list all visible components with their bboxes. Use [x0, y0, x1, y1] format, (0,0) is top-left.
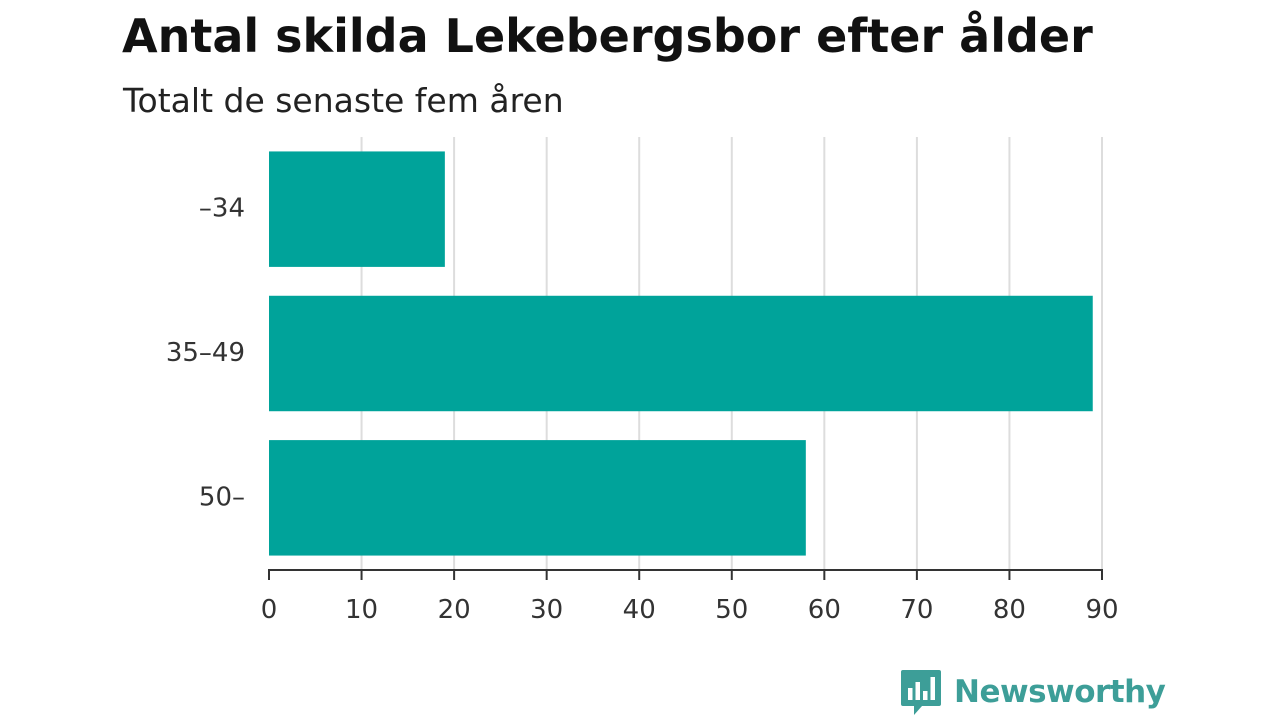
bars: [269, 151, 1093, 556]
x-axis: 0 10 20 30 40 50 60 70 80 90: [261, 569, 1119, 625]
brand-name: Newsworthy: [954, 674, 1166, 710]
x-tick-label: 50: [715, 595, 748, 625]
x-tick-label: 60: [808, 595, 841, 625]
x-tick-label: 40: [623, 595, 656, 625]
x-tick-label: 30: [530, 595, 563, 625]
x-tick-label: 90: [1085, 595, 1118, 625]
bar: [269, 440, 806, 556]
newsworthy-chart-icon: [901, 670, 941, 715]
category-label: 35–49: [166, 338, 245, 368]
chart-title: Antal skilda Lekebergsbor efter ålder: [122, 9, 1093, 63]
category-label: –34: [199, 194, 245, 224]
bar-chart: 0 10 20 30 40 50 60 70 80 90 –34 35–49 50–: [166, 137, 1119, 625]
x-tick-label: 0: [261, 595, 278, 625]
x-tick-label: 20: [438, 595, 471, 625]
bar: [269, 151, 445, 267]
bar: [269, 295, 1093, 412]
chart-subtitle: Totalt de senaste fem åren: [123, 81, 564, 120]
x-tick-label: 10: [345, 595, 378, 625]
x-tick-label: 80: [993, 595, 1026, 625]
category-label: 50–: [199, 482, 245, 512]
newsworthy-logo: Newsworthy: [900, 668, 1166, 716]
x-tick-label: 70: [900, 595, 933, 625]
category-labels: –34 35–49 50–: [166, 194, 245, 513]
